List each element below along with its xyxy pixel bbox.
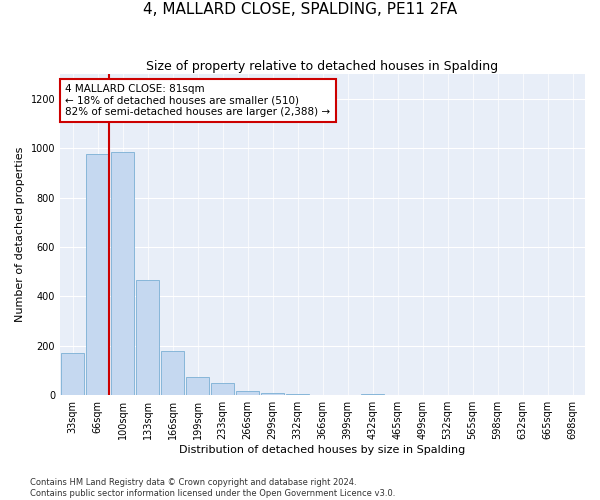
Text: Contains HM Land Registry data © Crown copyright and database right 2024.
Contai: Contains HM Land Registry data © Crown c…	[30, 478, 395, 498]
Text: 4, MALLARD CLOSE, SPALDING, PE11 2FA: 4, MALLARD CLOSE, SPALDING, PE11 2FA	[143, 2, 457, 18]
Y-axis label: Number of detached properties: Number of detached properties	[15, 147, 25, 322]
Bar	[211, 383, 234, 395]
Bar	[136, 280, 159, 395]
Text: 4 MALLARD CLOSE: 81sqm
← 18% of detached houses are smaller (510)
82% of semi-de: 4 MALLARD CLOSE: 81sqm ← 18% of detached…	[65, 84, 331, 117]
Bar	[111, 152, 134, 395]
Bar	[286, 394, 309, 395]
Bar	[186, 376, 209, 395]
Title: Size of property relative to detached houses in Spalding: Size of property relative to detached ho…	[146, 60, 499, 73]
X-axis label: Distribution of detached houses by size in Spalding: Distribution of detached houses by size …	[179, 445, 466, 455]
Bar	[361, 394, 384, 395]
Bar	[236, 391, 259, 395]
Bar	[261, 393, 284, 395]
Bar	[61, 353, 84, 395]
Bar	[86, 154, 109, 395]
Bar	[161, 352, 184, 395]
